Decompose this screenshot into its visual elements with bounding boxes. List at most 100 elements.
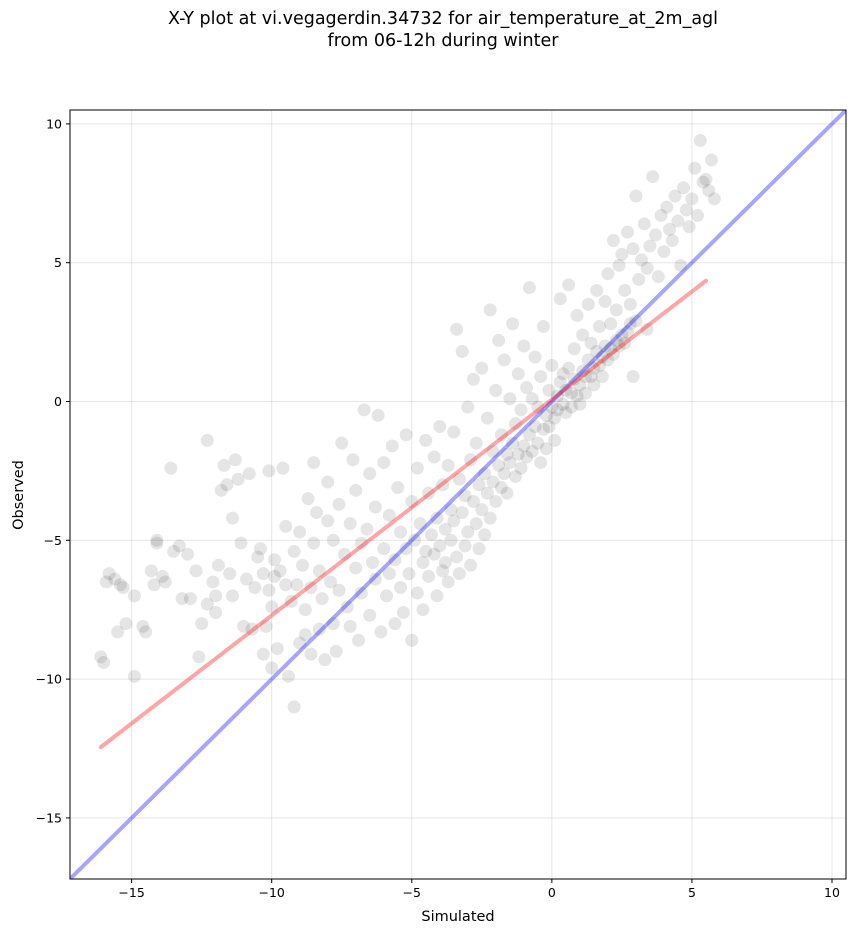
- data-point: [478, 528, 492, 542]
- data-point: [447, 514, 461, 528]
- data-point: [707, 192, 721, 206]
- data-point: [578, 370, 592, 384]
- reference-lines: [70, 110, 846, 879]
- data-point: [452, 567, 466, 581]
- data-point: [486, 475, 500, 489]
- data-point: [609, 333, 623, 347]
- data-point: [419, 433, 433, 447]
- data-point: [615, 328, 629, 342]
- data-point: [388, 617, 402, 631]
- x-tick-label: 5: [688, 885, 696, 900]
- data-point: [576, 364, 590, 378]
- data-point: [525, 444, 539, 458]
- figure-title-line1: X-Y plot at vi.vegagerdin.34732 for air_…: [167, 9, 719, 29]
- data-point: [494, 481, 508, 495]
- data-point: [668, 189, 682, 203]
- data-point: [612, 339, 626, 353]
- data-point: [629, 314, 643, 328]
- data-point: [287, 700, 301, 714]
- data-point: [478, 467, 492, 481]
- data-point: [293, 636, 307, 650]
- data-point: [469, 517, 483, 531]
- data-point: [276, 461, 290, 475]
- data-point: [377, 456, 391, 470]
- x-tick-label: −5: [403, 885, 421, 900]
- data-point: [262, 464, 276, 478]
- data-point: [674, 258, 688, 272]
- x-tick-label: 0: [548, 885, 556, 900]
- data-point: [553, 375, 567, 389]
- data-point: [405, 494, 419, 508]
- data-point: [377, 542, 391, 556]
- data-point: [475, 503, 489, 517]
- data-point: [615, 247, 629, 261]
- data-point: [410, 461, 424, 475]
- data-point: [293, 525, 307, 539]
- data-point: [366, 556, 380, 570]
- data-point: [312, 564, 326, 578]
- data-point: [111, 625, 125, 639]
- data-point: [298, 603, 312, 617]
- data-point: [438, 522, 452, 536]
- regression-line: [98, 278, 708, 750]
- data-point: [315, 592, 329, 606]
- data-point: [472, 478, 486, 492]
- data-point: [618, 283, 632, 297]
- data-point: [634, 253, 648, 267]
- data-point: [564, 386, 578, 400]
- figure-title: X-Y plot at vi.vegagerdin.34732 for air_…: [0, 8, 854, 52]
- data-point: [200, 597, 214, 611]
- data-point: [705, 153, 719, 167]
- data-point: [382, 567, 396, 581]
- data-point: [357, 403, 371, 417]
- data-point: [245, 622, 259, 636]
- data-point: [150, 536, 164, 550]
- data-point: [441, 575, 455, 589]
- data-point: [489, 383, 503, 397]
- data-point: [447, 425, 461, 439]
- data-point: [363, 608, 377, 622]
- data-point: [343, 619, 357, 633]
- data-point: [225, 589, 239, 603]
- data-point: [452, 472, 466, 486]
- data-point: [192, 650, 206, 664]
- data-point: [640, 322, 654, 336]
- data-point: [284, 594, 298, 608]
- data-point: [480, 486, 494, 500]
- data-point: [455, 506, 469, 520]
- data-point: [427, 547, 441, 561]
- data-point: [265, 600, 279, 614]
- data-point: [396, 605, 410, 619]
- data-point: [206, 575, 220, 589]
- data-point: [189, 564, 203, 578]
- data-point: [497, 467, 511, 481]
- data-point: [150, 533, 164, 547]
- data-point: [587, 361, 601, 375]
- data-point: [405, 633, 419, 647]
- data-point: [371, 408, 385, 422]
- data-point: [562, 361, 576, 375]
- data-point: [450, 550, 464, 564]
- data-point: [489, 494, 503, 508]
- data-point: [584, 370, 598, 384]
- data-point: [576, 328, 590, 342]
- data-point: [139, 625, 153, 639]
- data-point: [461, 525, 475, 539]
- data-point: [626, 242, 640, 256]
- data-point: [550, 403, 564, 417]
- data-point: [522, 281, 536, 295]
- data-point: [368, 500, 382, 514]
- data-point: [592, 320, 606, 334]
- data-point: [273, 564, 287, 578]
- data-point: [556, 397, 570, 411]
- data-point: [287, 544, 301, 558]
- data-point: [654, 208, 668, 222]
- data-point: [270, 642, 284, 656]
- data-point: [539, 408, 553, 422]
- data-point: [587, 378, 601, 392]
- data-point: [508, 469, 522, 483]
- data-point: [679, 203, 693, 217]
- data-point: [618, 336, 632, 350]
- y-tick-label: −15: [36, 810, 62, 825]
- data-point: [444, 533, 458, 547]
